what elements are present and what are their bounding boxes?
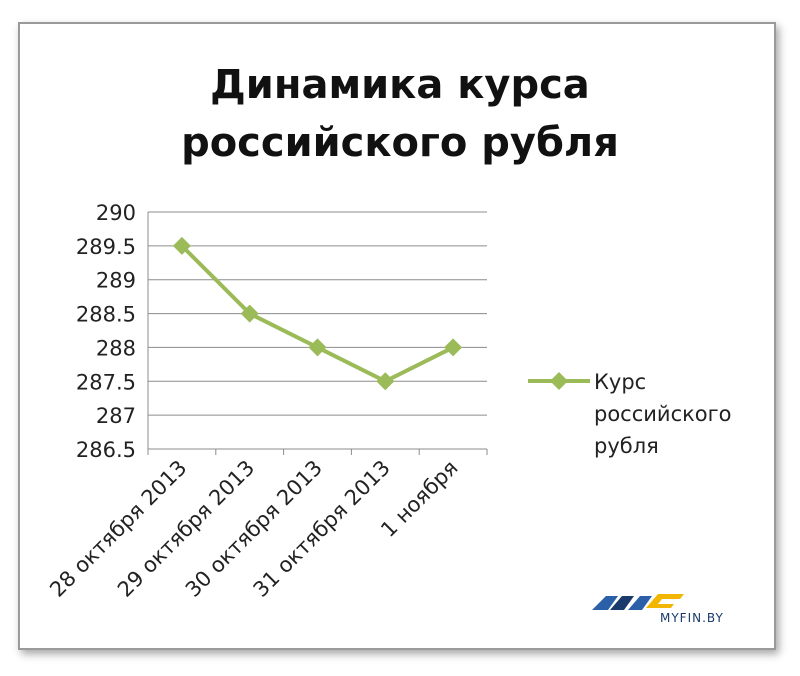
data-point [444, 338, 463, 357]
legend-marker [550, 372, 568, 390]
y-tick-label: 287 [96, 404, 136, 428]
logo-text: MYFIN.BY [660, 611, 724, 625]
chart-title-line-2: российского рубля [181, 120, 619, 166]
y-tick-label: 290 [96, 201, 136, 225]
data-point [172, 236, 191, 255]
chart-frame [18, 22, 776, 650]
y-tick-label: 288.5 [76, 303, 136, 327]
y-tick-label: 286.5 [76, 438, 136, 462]
chart-title-line-1: Динамика курса [210, 62, 590, 108]
legend-label-line-3: рубля [594, 434, 659, 458]
legend-label-line-2: российского [594, 402, 732, 426]
data-point [240, 304, 259, 323]
y-tick-label: 289.5 [76, 235, 136, 259]
y-tick-label: 289 [96, 269, 136, 293]
myfin-logo-icon [592, 594, 684, 610]
chart-title: Динамика курса российского рубля [0, 56, 800, 172]
data-point [376, 372, 395, 391]
data-point [308, 338, 327, 357]
y-tick-label: 287.5 [76, 370, 136, 394]
legend-label: Курс российского рубля [594, 366, 764, 462]
legend-label-line-1: Курс [594, 370, 647, 394]
y-tick-label: 288 [96, 336, 136, 360]
